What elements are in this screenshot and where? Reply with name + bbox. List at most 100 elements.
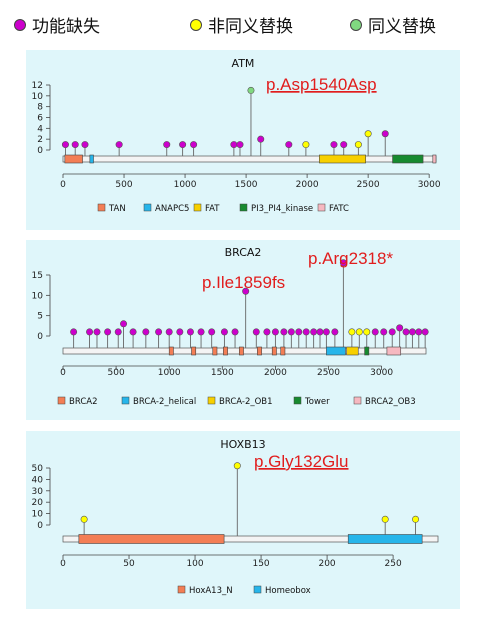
mutation-point [197,328,205,336]
mutation-point [381,130,389,138]
mutation-point [280,328,288,336]
legend-label-lof: 功能缺失 [32,17,100,37]
domain-legend-label: BRCA-2_helical [133,397,196,407]
protein-domain [347,534,423,544]
mutation-point [220,328,228,336]
protein-domain [432,154,437,164]
y-tick-label: 8 [37,103,43,113]
domain-legend-label: FATC [329,204,349,214]
x-tick-label: 100 [186,559,203,569]
mutation-point [331,328,339,336]
mutation-point [120,320,128,328]
mutation-point [61,141,69,149]
mutation-point [190,141,198,149]
protein-domain [212,346,218,356]
x-tick-label: 0 [60,559,66,569]
domain-legend-label: BRCA2_OB3 [365,397,416,407]
mutation-point [363,328,371,336]
mutation-point [155,328,163,336]
brca2-lollipop-chart: BRCA2 0 5 10 15 0 500 1000 1500 2000 2500 3000 BRCA2… [32,246,429,407]
protein-domain [346,346,359,356]
mutation-point [271,328,279,336]
x-tick-label: 1500 [235,180,258,190]
y-tick-label: 50 [32,464,44,474]
x-tick-label: 50 [123,559,135,569]
mutation-point [330,141,338,149]
mutation-point [230,141,238,149]
mutation-point [236,141,244,149]
y-tick-label: 0 [37,521,43,531]
protein-domain [326,346,346,356]
mutation-point [70,328,78,336]
domain-legend-swatch [97,203,106,212]
y-tick-label: 20 [32,498,44,508]
y-tick-label: 30 [32,487,44,497]
mutation-point [415,328,423,336]
legend-label-missense: 非同义替换 [208,17,293,37]
mutation-point [165,328,173,336]
mutation-point [302,328,310,336]
mutation-point [80,515,88,523]
legend-item-lof: 功能缺失 [14,12,100,37]
domain-legend-label: Homeobox [265,586,311,596]
mutation-point [322,328,330,336]
synonymous-dot-icon [350,18,362,31]
mutation-point [129,328,137,336]
protein-domain [78,534,225,544]
x-tick-label: 1500 [211,368,234,378]
domain-legend-swatch [177,585,186,594]
x-tick-label: 250 [385,559,402,569]
mutation-point [408,328,416,336]
mutation-point [257,135,265,143]
domain-legend-swatch [57,396,66,405]
mutation-point [310,328,318,336]
y-tick-label: 40 [32,475,44,485]
domain-legend-swatch [143,203,152,212]
mutation-point [421,328,429,336]
y-tick-label: 10 [32,510,44,520]
mutation-point [252,328,260,336]
legend-label-synonymous: 同义替换 [368,17,436,37]
hoxb13-lollipop-panel: HOXB13 0 10 20 30 40 50 0 50 100 150 200 250 HoxA13_N… [26,431,460,609]
domain-legend-label: PI3_PI4_kinase [251,204,313,214]
x-tick-label: 0 [60,368,66,378]
mutation-point [93,328,101,336]
y-tick-label: 2 [37,135,43,145]
x-tick-label: 2500 [317,368,340,378]
mutation-point [340,141,348,149]
mutation-annotation: p.Gly132Glu [254,452,349,471]
mutation-point [179,141,187,149]
domain-legend-label: TAN [108,204,126,214]
mutation-point [295,328,303,336]
mutation-point [86,328,94,336]
y-tick-label: 12 [32,81,43,91]
mutation-point [242,287,250,295]
domain-legend-swatch [121,396,130,405]
protein-backbone [62,347,427,355]
domain-legend-swatch [317,203,326,212]
protein-backbone [62,535,439,543]
legend-item-synonymous: 同义替换 [350,12,436,37]
y-tick-label: 15 [32,271,43,281]
mutation-point [316,328,324,336]
y-tick-label: 6 [37,114,43,124]
x-tick-label: 150 [252,559,269,569]
mutation-point [285,141,293,149]
mutation-point [163,141,171,149]
domain-legend-label: HoxA13_N [189,586,233,596]
mutation-point [114,328,122,336]
mutation-point [355,328,363,336]
mutation-point [176,328,184,336]
mutation-point [388,328,396,336]
chart-title: HOXB13 [220,438,265,451]
x-tick-label: 2000 [296,180,319,190]
protein-domain [257,346,262,356]
domain-legend-label: BRCA-2_OB1 [219,397,273,407]
mutation-type-legend: 功能缺失 非同义替换 同义替换 [0,0,484,44]
atm-lollipop-panel: ATM 0 2 4 6 8 10 12 0 500 1000 1500 2000 2500 3000 TAN A… [26,50,460,230]
x-tick-label: 2000 [264,368,287,378]
mutation-point [339,259,347,267]
mutation-annotation: p.Asp1540Asp [266,75,377,94]
mutation-annotation: p.Arg2318* [308,249,393,268]
